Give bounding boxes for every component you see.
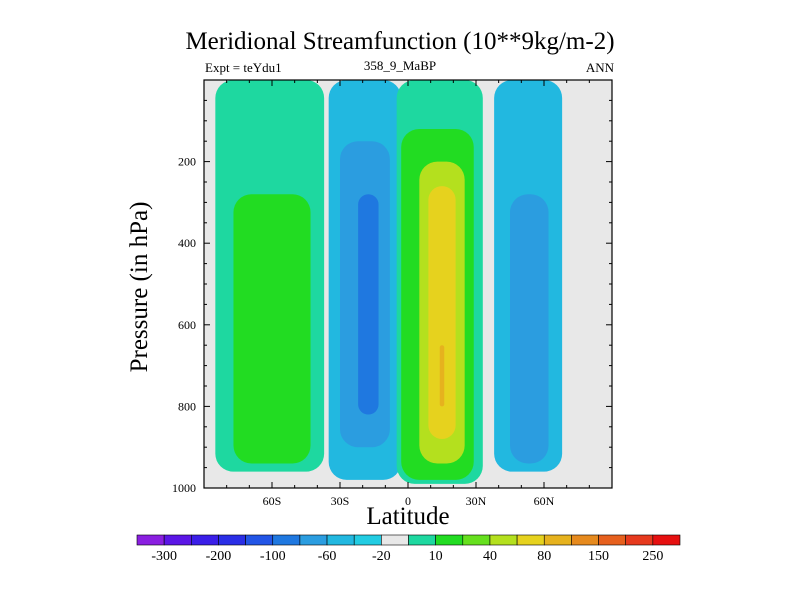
colorbar-label: 10: [429, 549, 443, 564]
colorbar-swatch: [381, 534, 409, 546]
colorbar-label: 150: [588, 549, 609, 564]
colorbar-swatch: [462, 534, 491, 546]
colorbar: -300 -200 -100 -60 -20 10 40 80 150 250: [136, 534, 681, 564]
x-tick-label: 60S: [263, 494, 282, 508]
colorbar-swatch: [163, 534, 192, 546]
x-tick-label: 30S: [331, 494, 350, 508]
experiment-label: Expt = teYdu1: [205, 60, 282, 75]
colorbar-swatch: [136, 534, 165, 546]
y-tick-label: 600: [178, 318, 196, 332]
colorbar-swatch: [652, 534, 681, 546]
axes: 200 400 600 800 1000 60S 30S 0 30N 60N: [172, 79, 613, 508]
colorbar-swatch: [326, 534, 355, 546]
x-tick-label: 60N: [534, 494, 555, 508]
colorbar-label: -300: [151, 549, 177, 564]
y-tick-label: 1000: [172, 481, 196, 495]
chart-title: Meridional Streamfunction (10**9kg/m-2): [185, 28, 615, 55]
colorbar-swatch: [625, 534, 654, 546]
colorbar-label: -100: [260, 549, 286, 564]
x-axis-label: Latitude: [366, 503, 450, 530]
contour-region: [439, 345, 445, 407]
colorbar-label: -20: [372, 549, 391, 564]
colorbar-swatch: [245, 534, 274, 546]
period-label: 358_9_MaBP: [363, 58, 437, 73]
colorbar-swatch: [299, 534, 328, 546]
x-tick-label: 30N: [466, 494, 487, 508]
colorbar-label: 250: [642, 549, 663, 564]
contour-region: [510, 194, 549, 464]
contour-region: [428, 186, 456, 440]
colorbar-swatch: [489, 534, 518, 546]
contour-region: [233, 194, 311, 464]
colorbar-swatch: [435, 534, 464, 546]
season-label: ANN: [585, 60, 614, 75]
colorbar-label: -200: [206, 549, 232, 564]
colorbar-swatch: [571, 534, 599, 546]
colorbar-swatch: [598, 534, 626, 546]
colorbar-swatch: [272, 534, 301, 546]
colorbar-swatch: [408, 534, 436, 546]
y-tick-label: 800: [178, 399, 196, 413]
colorbar-label: 40: [483, 549, 497, 564]
y-tick-label: 400: [178, 236, 196, 250]
colorbar-swatch: [353, 534, 382, 546]
colorbar-label: -60: [318, 549, 337, 564]
contour-region: [358, 194, 379, 415]
colorbar-swatch: [543, 534, 572, 546]
x-tick-label: 0: [405, 494, 411, 508]
colorbar-swatch: [218, 534, 246, 546]
plot-area: [204, 80, 612, 488]
colorbar-swatch: [516, 534, 545, 546]
y-tick-label: 200: [178, 155, 196, 169]
colorbar-label: 80: [537, 549, 551, 564]
colorbar-swatch: [191, 534, 219, 546]
